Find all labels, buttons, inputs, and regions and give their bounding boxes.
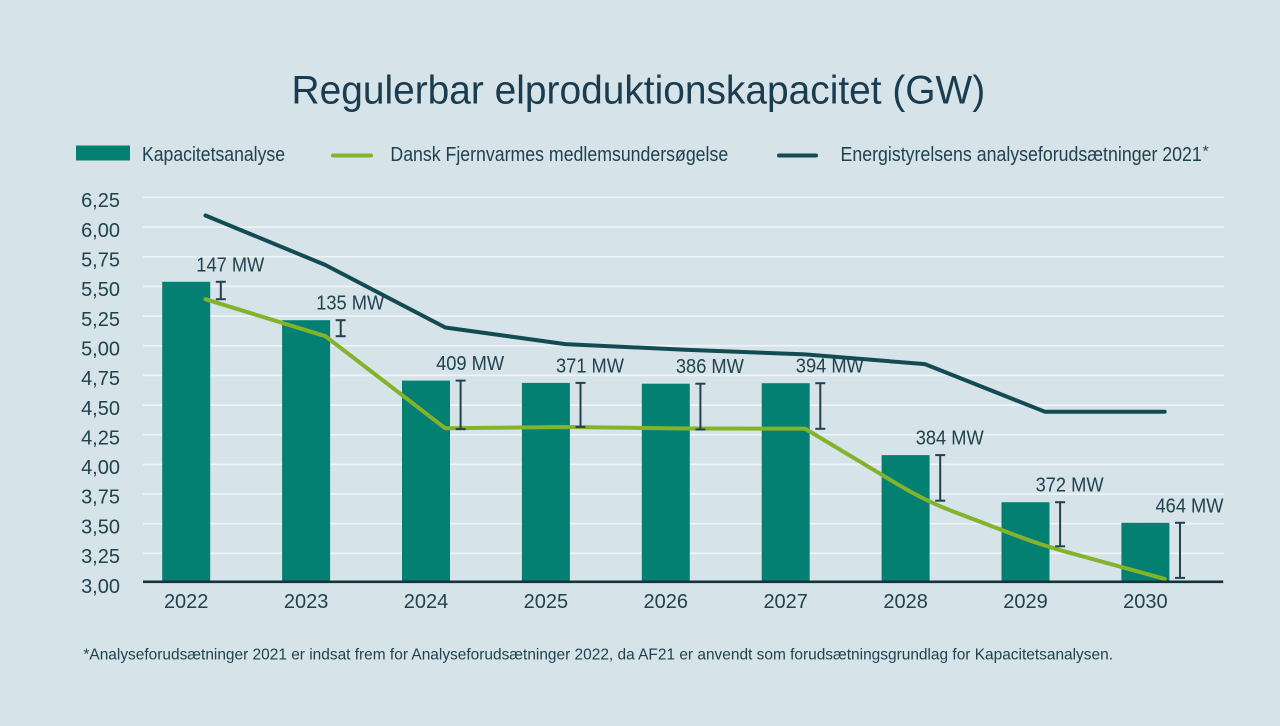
svg-text:3,50: 3,50: [81, 516, 120, 538]
svg-text:2030: 2030: [1123, 591, 1168, 613]
svg-text:2027: 2027: [763, 591, 808, 613]
svg-text:2023: 2023: [284, 591, 329, 613]
svg-text:4,75: 4,75: [81, 368, 120, 390]
svg-text:371 MW: 371 MW: [556, 355, 624, 377]
svg-text:4,25: 4,25: [81, 427, 120, 449]
svg-text:147 MW: 147 MW: [196, 254, 264, 276]
svg-text:*: *: [1203, 144, 1209, 161]
svg-text:2025: 2025: [524, 591, 569, 613]
svg-text:464 MW: 464 MW: [1156, 495, 1224, 517]
svg-text:Kapacitetsanalyse: Kapacitetsanalyse: [142, 144, 285, 166]
svg-text:384 MW: 384 MW: [916, 428, 984, 450]
svg-text:4,00: 4,00: [81, 457, 120, 479]
svg-text:409 MW: 409 MW: [436, 353, 504, 375]
svg-text:*Analyseforudsætninger 2021 er: *Analyseforudsætninger 2021 er indsat fr…: [83, 647, 1113, 664]
svg-text:Regulerbar elproduktionskapaci: Regulerbar elproduktionskapacitet (GW): [292, 69, 986, 113]
svg-text:5,75: 5,75: [81, 249, 120, 271]
svg-text:2022: 2022: [164, 591, 209, 613]
svg-text:4,50: 4,50: [81, 398, 120, 420]
svg-text:135 MW: 135 MW: [316, 293, 384, 315]
svg-text:2024: 2024: [404, 591, 449, 613]
svg-text:3,75: 3,75: [81, 487, 120, 509]
svg-text:3,25: 3,25: [81, 546, 120, 568]
svg-text:Dansk Fjernvarmes medlemsunder: Dansk Fjernvarmes medlemsundersøgelse: [390, 144, 728, 166]
svg-text:2029: 2029: [1003, 591, 1048, 613]
svg-text:5,25: 5,25: [81, 309, 120, 331]
svg-text:394 MW: 394 MW: [796, 356, 864, 378]
svg-text:386 MW: 386 MW: [676, 356, 744, 378]
svg-text:5,50: 5,50: [81, 279, 120, 301]
svg-text:6,25: 6,25: [81, 190, 120, 212]
svg-text:3,00: 3,00: [81, 576, 120, 598]
svg-text:2026: 2026: [644, 591, 689, 613]
svg-text:6,00: 6,00: [81, 220, 120, 242]
svg-text:Energistyrelsens analyseforuds: Energistyrelsens analyseforudsætninger 2…: [841, 144, 1202, 166]
svg-text:372 MW: 372 MW: [1036, 475, 1104, 497]
svg-text:5,00: 5,00: [81, 338, 120, 360]
svg-text:2028: 2028: [883, 591, 928, 613]
